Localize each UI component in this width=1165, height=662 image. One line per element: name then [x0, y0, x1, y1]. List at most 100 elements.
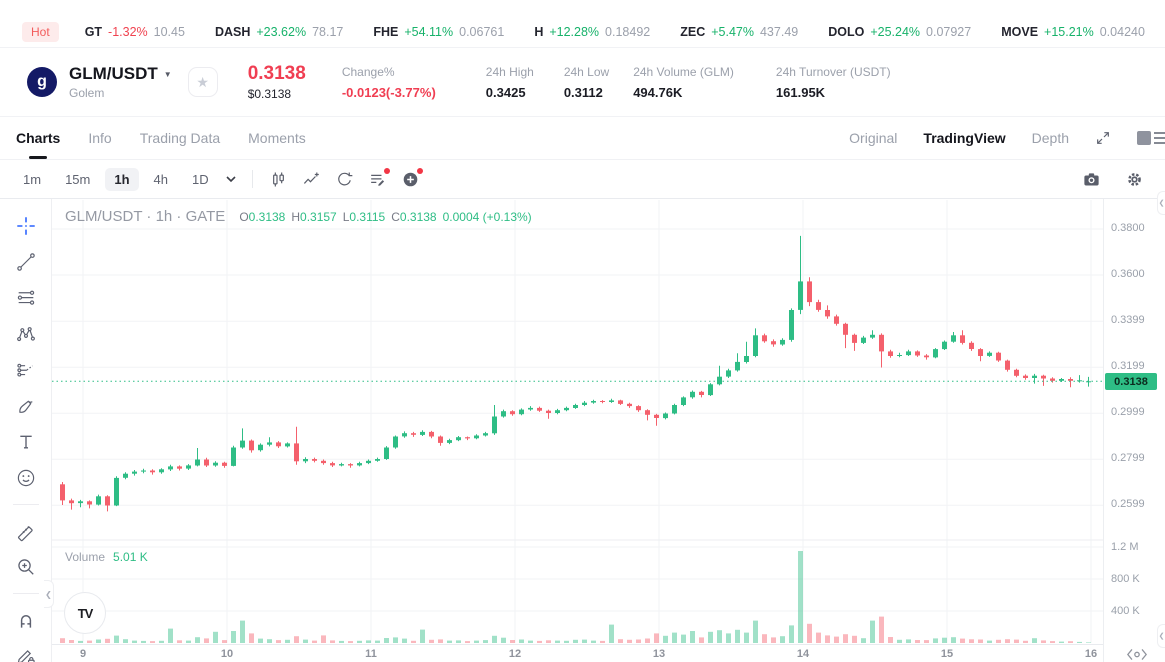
pair-title[interactable]: GLM/USDT — [69, 64, 158, 83]
tab-tradingview[interactable]: TradingView — [923, 130, 1006, 146]
pair-header: g GLM/USDT ▼ Golem ★ 0.3138 $0.3138 Chan… — [0, 48, 1165, 117]
drawing-toolbar-divider — [12, 504, 39, 505]
ticker-price: 78.17 — [312, 24, 344, 39]
refresh-icon[interactable] — [331, 165, 359, 193]
candle-style-icon[interactable] — [265, 165, 293, 193]
ticker-bar-items: GT -1.32% 10.45 DASH +23.62% 78.17 FHE +54.11% 0… — [85, 25, 1165, 39]
pair-fullname: Golem — [69, 86, 105, 100]
ticker-change: +15.21% — [1044, 24, 1094, 39]
time-axis[interactable]: 9 10 11 12 13 14 15 16 — [52, 644, 1165, 662]
tab-info[interactable]: Info — [88, 130, 112, 146]
star-icon: ★ — [196, 73, 209, 90]
pair-block: GLM/USDT ▼ Golem — [69, 64, 172, 100]
ohlc-value: 0.3115 — [349, 210, 386, 224]
chart-mode-tabs: Original TradingView Depth — [849, 130, 1157, 146]
chart-tool-buttons — [265, 165, 430, 193]
ticker-change: +25.24% — [870, 24, 921, 39]
hot-badge: Hot — [22, 21, 59, 42]
notification-dot — [416, 168, 423, 174]
ticker-price: 0.06761 — [459, 24, 505, 39]
ticker-price: 437.49 — [759, 24, 799, 39]
tool-crosshair[interactable] — [8, 208, 44, 244]
tab-moments[interactable]: Moments — [248, 130, 306, 146]
ticker-symbol: ZEC — [680, 24, 706, 39]
ohlc-value: 0.3138 — [399, 210, 437, 224]
time-tick-12: 12 — [508, 648, 522, 660]
tool-trend-line[interactable] — [8, 244, 44, 280]
toolbar-divider — [251, 170, 253, 188]
layout-square-icon[interactable] — [1137, 131, 1151, 145]
chart-templates-icon[interactable] — [364, 165, 392, 193]
price-tick-0.3199: 0.3199 — [1111, 360, 1145, 372]
price-tick-0.2799: 0.2799 — [1111, 452, 1145, 464]
ohlc-key: H — [291, 210, 301, 224]
interval-buttons: 1m 15m 1h 4h 1D — [14, 167, 224, 191]
ticker-item-dash[interactable]: DASH +23.62% 78.17 — [215, 25, 343, 39]
tab-charts[interactable]: Charts — [16, 117, 60, 159]
drawing-toolbar-collapse-handle[interactable]: ❮ — [44, 580, 54, 608]
stat-24h-turnover: 24h Turnover (USDT) 161.95K — [775, 64, 891, 100]
right-panel-handle-top[interactable]: ❮ — [1157, 191, 1165, 215]
tool-emoji[interactable] — [8, 460, 44, 496]
price-tick-0.2599: 0.2599 — [1111, 498, 1145, 510]
ticker-item-gt[interactable]: GT -1.32% 10.45 — [85, 25, 185, 39]
last-price: 0.3138 — [247, 63, 306, 84]
ticker-item-zec[interactable]: ZEC +5.47% 437.49 — [680, 25, 798, 39]
legend-ohlc: O0.3138 H0.3157 L0.3115 C0.3138 — [233, 210, 436, 224]
interval-1h[interactable]: 1h — [105, 167, 139, 191]
tool-zoom-in[interactable] — [8, 549, 44, 585]
price-axis[interactable]: 0.3138 0.3800 0.3600 0.3399 0.3199 0.2999 0.2… — [1103, 199, 1165, 662]
ticker-change: +54.11% — [404, 24, 454, 39]
indicators-icon[interactable] — [298, 165, 326, 193]
interval-4h[interactable]: 4h — [153, 171, 168, 187]
time-tick-11: 11 — [365, 648, 377, 660]
ticker-change: -1.32% — [108, 24, 148, 39]
ticker-item-fhe[interactable]: FHE +54.11% 0.06761 — [373, 25, 504, 39]
tab-original[interactable]: Original — [849, 130, 898, 146]
tool-magnet[interactable] — [8, 602, 44, 638]
chart-settings-gear-icon[interactable] — [1120, 165, 1148, 193]
menu-icon[interactable] — [1154, 131, 1165, 145]
chart-canvas — [52, 200, 1152, 644]
ohlc-value: 0.3138 — [248, 210, 286, 224]
time-tick-9: 9 — [79, 648, 87, 660]
ticker-item-h[interactable]: H +12.28% 0.18492 — [534, 25, 650, 39]
notification-dot — [383, 168, 390, 174]
chart-region: ❮ GLM/USDT · 1h · GATE O0.3138 H0.3157 L0.3… — [0, 191, 1165, 662]
tool-brush[interactable] — [8, 388, 44, 424]
add-indicator-icon[interactable] — [397, 165, 425, 193]
ohlc-key: L — [342, 210, 350, 224]
tradingview-watermark[interactable]: TV — [64, 592, 106, 634]
stat-24h-high: 24h High 0.3425 — [485, 64, 534, 100]
chevron-down-icon[interactable]: ▼ — [163, 69, 172, 79]
section-tabs: Charts Info Trading Data Moments Origina… — [0, 117, 1165, 160]
tool-xabcd-pattern[interactable] — [8, 316, 44, 352]
tool-fib-retracement[interactable] — [8, 280, 44, 316]
favorite-button[interactable]: ★ — [187, 67, 218, 97]
tool-text[interactable] — [8, 424, 44, 460]
tool-ruler[interactable] — [8, 513, 44, 549]
fullscreen-icon[interactable] — [1095, 130, 1111, 146]
ticker-item-move[interactable]: MOVE +15.21% 0.04240 — [1001, 25, 1145, 39]
interval-15m[interactable]: 15m — [65, 171, 91, 187]
price-block: 0.3138 $0.3138 — [248, 63, 306, 101]
right-panel-handle-bottom[interactable]: ❮ — [1157, 624, 1165, 648]
ticker-item-dolo[interactable]: DOLO +25.24% 0.07927 — [828, 25, 971, 39]
interval-1m[interactable]: 1m — [23, 171, 42, 187]
ticker-price: 0.07927 — [926, 24, 972, 39]
interval-dropdown[interactable] — [226, 175, 236, 183]
tool-draw-lock[interactable] — [8, 638, 44, 662]
stat-24h-low: 24h Low 0.3112 — [563, 64, 610, 100]
tool-projection[interactable] — [8, 352, 44, 388]
tab-trading-data[interactable]: Trading Data — [139, 130, 221, 146]
toolbar-right — [1077, 165, 1165, 193]
legend-change: 0.0004 (+0.13%) — [442, 210, 532, 224]
axis-settings-icon[interactable] — [1126, 648, 1148, 661]
price-tick-0.3399: 0.3399 — [1111, 314, 1145, 326]
snapshot-camera-icon[interactable] — [1077, 165, 1105, 193]
tab-depth[interactable]: Depth — [1031, 130, 1069, 146]
interval-1d[interactable]: 1D — [192, 171, 209, 187]
candlestick-chart[interactable]: GLM/USDT · 1h · GATE O0.3138 H0.3157 L0.311… — [52, 200, 1152, 644]
drawing-toolbar — [0, 199, 52, 662]
